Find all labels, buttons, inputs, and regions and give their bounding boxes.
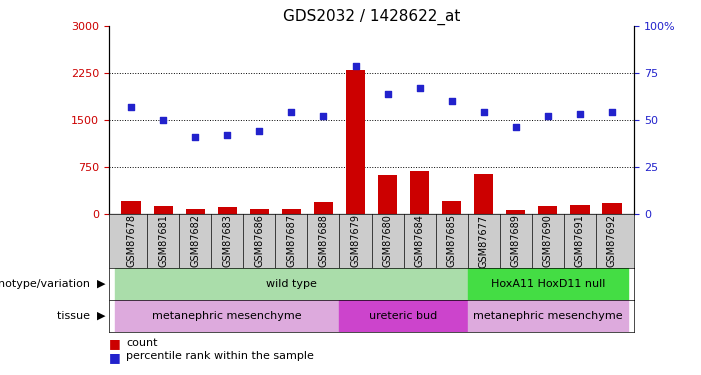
Bar — [506, 210, 526, 214]
Text: ureteric bud: ureteric bud — [369, 311, 437, 321]
Bar — [154, 206, 172, 214]
Bar — [378, 175, 397, 214]
Bar — [410, 171, 429, 214]
Text: GSM87681: GSM87681 — [158, 214, 168, 267]
Point — [254, 128, 265, 134]
Bar — [186, 209, 205, 214]
Text: GSM87677: GSM87677 — [479, 214, 489, 267]
Bar — [282, 209, 301, 214]
Point — [350, 63, 361, 69]
Text: GSM87689: GSM87689 — [511, 214, 521, 267]
Point — [286, 110, 297, 116]
Point — [606, 110, 618, 116]
Text: GSM87688: GSM87688 — [318, 214, 329, 267]
Bar — [468, 300, 628, 332]
Point — [222, 132, 233, 138]
Text: genotype/variation  ▶: genotype/variation ▶ — [0, 279, 105, 289]
Point — [189, 134, 200, 140]
Point — [510, 124, 522, 130]
Point — [414, 85, 426, 91]
Text: metanephric mesenchyme: metanephric mesenchyme — [473, 311, 622, 321]
Text: metanephric mesenchyme: metanephric mesenchyme — [152, 311, 302, 321]
Bar — [115, 300, 339, 332]
Text: wild type: wild type — [266, 279, 317, 289]
Text: GSM87692: GSM87692 — [607, 214, 617, 267]
Bar — [442, 201, 461, 214]
Text: GSM87679: GSM87679 — [350, 214, 360, 267]
Bar — [115, 268, 468, 300]
Text: ■: ■ — [109, 338, 121, 351]
Bar — [468, 268, 628, 300]
Text: GSM87680: GSM87680 — [383, 214, 393, 267]
Bar — [217, 207, 237, 214]
Text: GSM87686: GSM87686 — [254, 214, 264, 267]
Bar — [339, 300, 468, 332]
Bar — [474, 174, 494, 214]
Bar — [121, 201, 141, 214]
Text: count: count — [126, 338, 158, 348]
Point — [125, 104, 137, 110]
Bar — [346, 70, 365, 214]
Point — [446, 98, 457, 104]
Bar — [602, 203, 622, 214]
Point — [158, 117, 169, 123]
Text: percentile rank within the sample: percentile rank within the sample — [126, 351, 314, 361]
Text: GSM87678: GSM87678 — [126, 214, 136, 267]
Text: HoxA11 HoxD11 null: HoxA11 HoxD11 null — [491, 279, 605, 289]
Point — [543, 113, 554, 119]
Point — [478, 110, 489, 116]
Point — [574, 111, 585, 117]
Text: GSM87684: GSM87684 — [414, 214, 425, 267]
Text: tissue  ▶: tissue ▶ — [57, 311, 105, 321]
Title: GDS2032 / 1428622_at: GDS2032 / 1428622_at — [283, 9, 461, 25]
Point — [382, 91, 393, 97]
Bar — [538, 206, 557, 214]
Bar — [250, 209, 269, 214]
Text: GSM87685: GSM87685 — [447, 214, 456, 267]
Text: GSM87682: GSM87682 — [190, 214, 200, 267]
Text: GSM87687: GSM87687 — [287, 214, 297, 267]
Text: GSM87683: GSM87683 — [222, 214, 232, 267]
Text: GSM87690: GSM87690 — [543, 214, 553, 267]
Text: GSM87691: GSM87691 — [575, 214, 585, 267]
Bar — [314, 202, 333, 214]
Bar — [571, 205, 590, 214]
Text: ■: ■ — [109, 351, 121, 364]
Point — [318, 113, 329, 119]
